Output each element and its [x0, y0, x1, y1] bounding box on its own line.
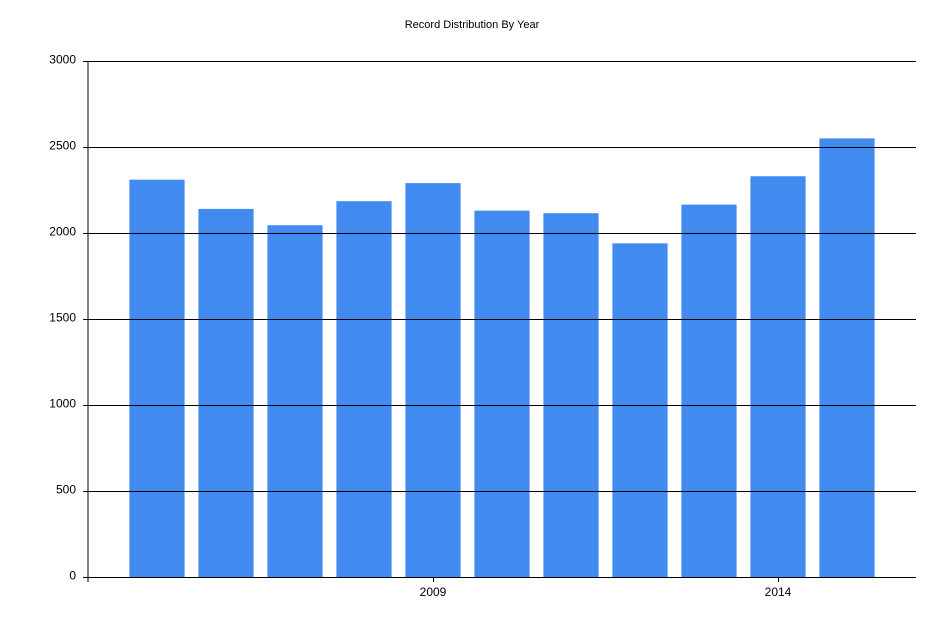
- y-tick-label: 2000: [49, 225, 76, 239]
- bar: [612, 243, 668, 577]
- y-tick-label: 2500: [49, 139, 76, 153]
- x-tick-label: 2009: [420, 585, 447, 599]
- y-tick-label: 1500: [49, 311, 76, 325]
- bar: [129, 179, 185, 577]
- x-tick-label: 2014: [765, 585, 792, 599]
- bar: [474, 210, 530, 577]
- y-tick-label: 3000: [49, 53, 76, 67]
- chart-title: Record Distribution By Year: [405, 19, 540, 31]
- y-tick-label: 0: [69, 569, 76, 583]
- y-tick-label: 1000: [49, 397, 76, 411]
- bar: [336, 201, 392, 577]
- bar: [750, 176, 806, 578]
- y-tick-label: 500: [56, 483, 76, 497]
- bar: [198, 208, 254, 578]
- bar: [681, 204, 737, 577]
- bar: [267, 225, 323, 577]
- bar: [543, 213, 599, 577]
- bar: [405, 183, 461, 577]
- bar: [819, 138, 875, 577]
